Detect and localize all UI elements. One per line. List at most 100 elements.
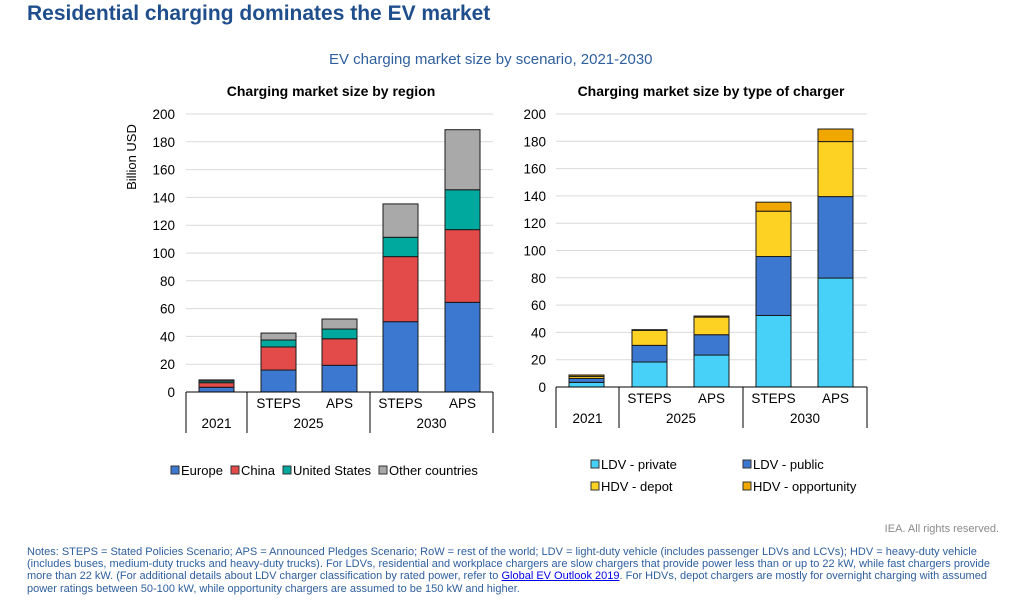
y-tick-label: 0 xyxy=(538,380,546,395)
notes-text-end: . For HDVs, depot chargers are mostly fo… xyxy=(27,570,987,595)
bar-hdv-opportunity xyxy=(631,329,668,331)
bar-ldv-public xyxy=(817,196,854,279)
y-tick-label: 200 xyxy=(152,107,175,122)
bar-ldv-public xyxy=(568,377,605,383)
y-tick-label: 40 xyxy=(531,325,546,340)
y-tick-label: 20 xyxy=(531,353,546,368)
y-tick-label: 120 xyxy=(152,218,175,233)
legend-swatch-europe xyxy=(170,465,180,475)
bar-europe xyxy=(444,301,481,393)
y-tick-label: 60 xyxy=(531,298,546,313)
legend-item: United States xyxy=(282,463,372,478)
chart-title: Charging market size by region xyxy=(227,83,436,99)
credit-text: IEA. All rights reserved. xyxy=(884,523,999,535)
bar-ldv-public xyxy=(755,256,792,316)
legend-label: HDV - opportunity xyxy=(753,479,857,494)
notes-text: Notes: STEPS = Stated Policies Scenario;… xyxy=(27,546,990,583)
legend-label: Europe xyxy=(181,463,223,478)
chart-by-region: Charging market size by region Billion US… xyxy=(124,83,494,478)
bar-europe xyxy=(260,369,297,393)
y-tick-label: 180 xyxy=(523,134,546,149)
bar-united-states xyxy=(321,328,358,340)
legend-swatch-ldv-public xyxy=(742,459,752,469)
bar-hdv-opportunity xyxy=(755,201,792,212)
y-tick-label: 100 xyxy=(523,244,546,259)
bar-china xyxy=(198,382,235,388)
x-tick-year-label: 2030 xyxy=(416,416,446,431)
y-tick-label: 140 xyxy=(152,190,175,205)
page-title: Residential charging dominates the EV ma… xyxy=(27,2,491,25)
y-tick-label: 60 xyxy=(160,302,175,317)
bar-europe xyxy=(198,386,235,393)
legend-item: LDV - private xyxy=(590,457,677,472)
bar-ldv-private xyxy=(755,314,792,388)
bar-other-countries xyxy=(260,332,297,341)
x-tick-year-label: 2030 xyxy=(790,411,820,426)
bar-other-countries xyxy=(321,318,358,330)
bar-hdv-depot xyxy=(631,329,668,346)
legend-item: HDV - opportunity xyxy=(742,479,857,494)
bar-united-states xyxy=(444,189,481,231)
bar-ldv-public xyxy=(693,334,730,356)
bar-united-states xyxy=(382,236,419,258)
legend-label: United States xyxy=(293,463,372,478)
bar-europe xyxy=(382,321,419,393)
bar-hdv-depot xyxy=(693,316,730,336)
bar-hdv-depot xyxy=(817,141,854,198)
x-tick-year-label: 2025 xyxy=(293,416,323,431)
y-tick-label: 160 xyxy=(523,162,546,177)
legend-item: HDV - depot xyxy=(590,479,673,494)
x-tick-scenario-label: APS xyxy=(698,391,725,406)
y-tick-label: 40 xyxy=(160,329,175,344)
legend-swatch-other-countries xyxy=(378,465,388,475)
bar-china xyxy=(382,256,419,323)
chart-title: Charging market size by type of charger xyxy=(578,83,845,99)
bar-china xyxy=(260,346,297,371)
notes: Notes: STEPS = Stated Policies Scenario;… xyxy=(27,546,1002,595)
bar-europe xyxy=(321,364,358,393)
x-tick-year-label: 2021 xyxy=(201,416,231,431)
y-axis-label: Billion USD xyxy=(124,124,139,190)
legend-label: HDV - depot xyxy=(601,479,673,494)
x-tick-scenario-label: STEPS xyxy=(627,391,671,406)
bar-ldv-public xyxy=(631,344,668,363)
x-tick-scenario-label: STEPS xyxy=(751,391,795,406)
global-ev-outlook-link[interactable]: Global EV Outlook 2019 xyxy=(501,570,620,583)
y-tick-label: 0 xyxy=(167,385,175,400)
y-tick-label: 100 xyxy=(152,246,175,261)
legend-item: Europe xyxy=(170,463,223,478)
bar-other-countries xyxy=(382,203,419,238)
bar-other-countries xyxy=(198,379,235,382)
legend-swatch-ldv-private xyxy=(590,459,600,469)
legend-label: Other countries xyxy=(389,463,478,478)
bar-ldv-private xyxy=(817,277,854,388)
legend-swatch-china xyxy=(230,465,240,475)
bar-ldv-private xyxy=(693,354,730,388)
bar-hdv-opportunity xyxy=(693,315,730,318)
bar-china xyxy=(321,338,358,366)
legend-swatch-hdv-depot xyxy=(590,481,600,491)
x-tick-scenario-label: APS xyxy=(822,391,849,406)
x-tick-year-label: 2021 xyxy=(572,411,602,426)
legend-label: China xyxy=(241,463,276,478)
x-tick-scenario-label: APS xyxy=(326,396,353,411)
y-tick-label: 80 xyxy=(160,274,175,289)
legend-item: China xyxy=(230,463,276,478)
bar-ldv-private xyxy=(568,381,605,388)
figure-subtitle: EV charging market size by scenario, 202… xyxy=(329,51,653,68)
legend-swatch-united-states xyxy=(282,465,292,475)
legend-label: LDV - private xyxy=(601,457,677,472)
legend-swatch-hdv-opportunity xyxy=(742,481,752,491)
charts-canvas: Charging market size by region Billion US… xyxy=(124,83,868,494)
bar-hdv-depot xyxy=(755,210,792,258)
legend-label: LDV - public xyxy=(753,457,824,472)
y-tick-label: 80 xyxy=(531,271,546,286)
bar-united-states xyxy=(260,339,297,348)
legend-item: Other countries xyxy=(378,463,478,478)
legend-item: LDV - public xyxy=(742,457,824,472)
x-tick-scenario-label: APS xyxy=(449,396,476,411)
y-tick-label: 20 xyxy=(160,357,175,372)
bar-ldv-private xyxy=(631,361,668,388)
bar-hdv-opportunity xyxy=(817,128,854,143)
y-tick-label: 160 xyxy=(152,163,175,178)
